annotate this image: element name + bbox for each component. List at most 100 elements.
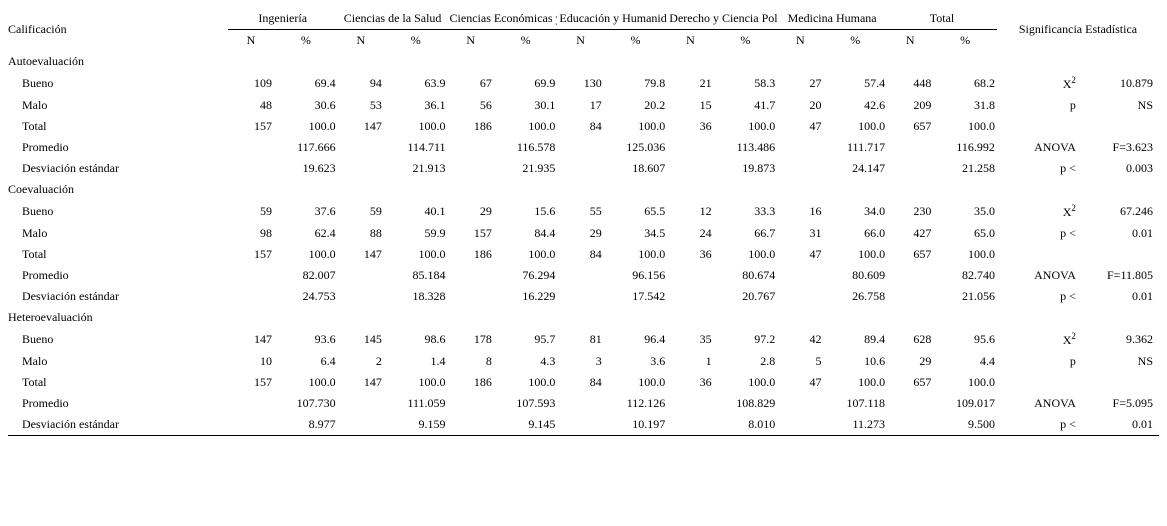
header-n: N (338, 30, 384, 52)
cell-pct: 30.6 (274, 95, 338, 116)
header-significancia: Significancia Estadística (997, 8, 1159, 51)
cell-pct: 100.0 (384, 372, 448, 393)
header-group-5: Medicina Humana (777, 8, 887, 30)
sig-value: F=11.805 (1078, 265, 1159, 286)
header-n: N (448, 30, 494, 52)
sig-value: 0.003 (1078, 158, 1159, 179)
cell-pct: 65.5 (604, 200, 668, 223)
cell-n: 31 (777, 223, 823, 244)
cell-n: 21 (667, 72, 713, 95)
cell-mean: 113.486 (667, 137, 777, 158)
cell-pct: 35.0 (933, 200, 997, 223)
cell-n: 35 (667, 328, 713, 351)
sig-label: X2 (997, 328, 1078, 351)
sig-value: F=3.623 (1078, 137, 1159, 158)
cell-pct: 100.0 (714, 244, 778, 265)
cell-sd: 11.273 (777, 414, 887, 436)
cell-pct: 100.0 (384, 116, 448, 137)
cell-pct: 97.2 (714, 328, 778, 351)
cell-n: 1 (667, 351, 713, 372)
cell-n: 657 (887, 116, 933, 137)
cell-pct: 20.2 (604, 95, 668, 116)
sig-value: 0.01 (1078, 414, 1159, 436)
header-n: N (777, 30, 823, 52)
cell-mean: 108.829 (667, 393, 777, 414)
cell-sd: 16.229 (448, 286, 558, 307)
cell-n: 10 (228, 351, 274, 372)
cell-sd: 21.056 (887, 286, 997, 307)
cell-pct: 100.0 (933, 244, 997, 265)
cell-n: 109 (228, 72, 274, 95)
sig-label: p < (997, 223, 1078, 244)
cell-n: 53 (338, 95, 384, 116)
cell-n: 24 (667, 223, 713, 244)
row-label: Promedio (8, 393, 228, 414)
header-group-3: Educación y Humanidades (557, 8, 667, 30)
cell-n: 84 (557, 116, 603, 137)
cell-n: 130 (557, 72, 603, 95)
sig-label: p < (997, 158, 1078, 179)
sig-label: X2 (997, 72, 1078, 95)
cell-n: 628 (887, 328, 933, 351)
header-pct: % (604, 30, 668, 52)
cell-sd: 10.197 (557, 414, 667, 436)
cell-n: 47 (777, 244, 823, 265)
cell-mean: 85.184 (338, 265, 448, 286)
cell-n: 59 (228, 200, 274, 223)
cell-n: 20 (777, 95, 823, 116)
sig-label: ANOVA (997, 137, 1078, 158)
cell-n: 2 (338, 351, 384, 372)
cell-n: 36 (667, 244, 713, 265)
cell-pct: 40.1 (384, 200, 448, 223)
cell-sd: 9.159 (338, 414, 448, 436)
cell-sd: 21.258 (887, 158, 997, 179)
cell-mean: 117.666 (228, 137, 338, 158)
cell-n: 29 (887, 351, 933, 372)
cell-pct: 79.8 (604, 72, 668, 95)
sig-x2-sup: 2 (1071, 331, 1076, 341)
header-group-6: Total (887, 8, 997, 30)
cell-n: 47 (777, 372, 823, 393)
cell-mean: 116.578 (448, 137, 558, 158)
cell-n: 55 (557, 200, 603, 223)
sig-value: F=5.095 (1078, 393, 1159, 414)
cell-pct: 100.0 (823, 116, 887, 137)
header-group-2: Ciencias Económicas y Administrativas (448, 8, 558, 30)
cell-n: 27 (777, 72, 823, 95)
cell-pct: 98.6 (384, 328, 448, 351)
cell-mean: 107.118 (777, 393, 887, 414)
cell-n: 186 (448, 244, 494, 265)
cell-n: 157 (228, 244, 274, 265)
cell-pct: 4.4 (933, 351, 997, 372)
cell-pct: 69.9 (494, 72, 558, 95)
cell-n: 186 (448, 372, 494, 393)
cell-sd: 21.913 (338, 158, 448, 179)
cell-n: 448 (887, 72, 933, 95)
evaluation-table: Calificación Ingeniería Ciencias de la S… (8, 8, 1159, 436)
cell-n: 48 (228, 95, 274, 116)
cell-pct: 57.4 (823, 72, 887, 95)
cell-pct: 95.6 (933, 328, 997, 351)
row-label: Desviación estándar (8, 414, 228, 436)
cell-n: 230 (887, 200, 933, 223)
cell-n: 17 (557, 95, 603, 116)
sig-label (997, 244, 1078, 265)
cell-pct: 66.0 (823, 223, 887, 244)
cell-n: 209 (887, 95, 933, 116)
cell-mean: 111.059 (338, 393, 448, 414)
cell-mean: 107.730 (228, 393, 338, 414)
cell-pct: 34.0 (823, 200, 887, 223)
cell-n: 36 (667, 116, 713, 137)
cell-pct: 100.0 (823, 372, 887, 393)
cell-pct: 100.0 (604, 372, 668, 393)
row-label: Total (8, 372, 228, 393)
header-pct: % (714, 30, 778, 52)
row-label: Total (8, 244, 228, 265)
cell-n: 157 (228, 372, 274, 393)
sig-value: 0.01 (1078, 223, 1159, 244)
sig-value: 10.879 (1078, 72, 1159, 95)
cell-pct: 68.2 (933, 72, 997, 95)
sig-label (997, 116, 1078, 137)
cell-mean: 82.740 (887, 265, 997, 286)
cell-n: 56 (448, 95, 494, 116)
